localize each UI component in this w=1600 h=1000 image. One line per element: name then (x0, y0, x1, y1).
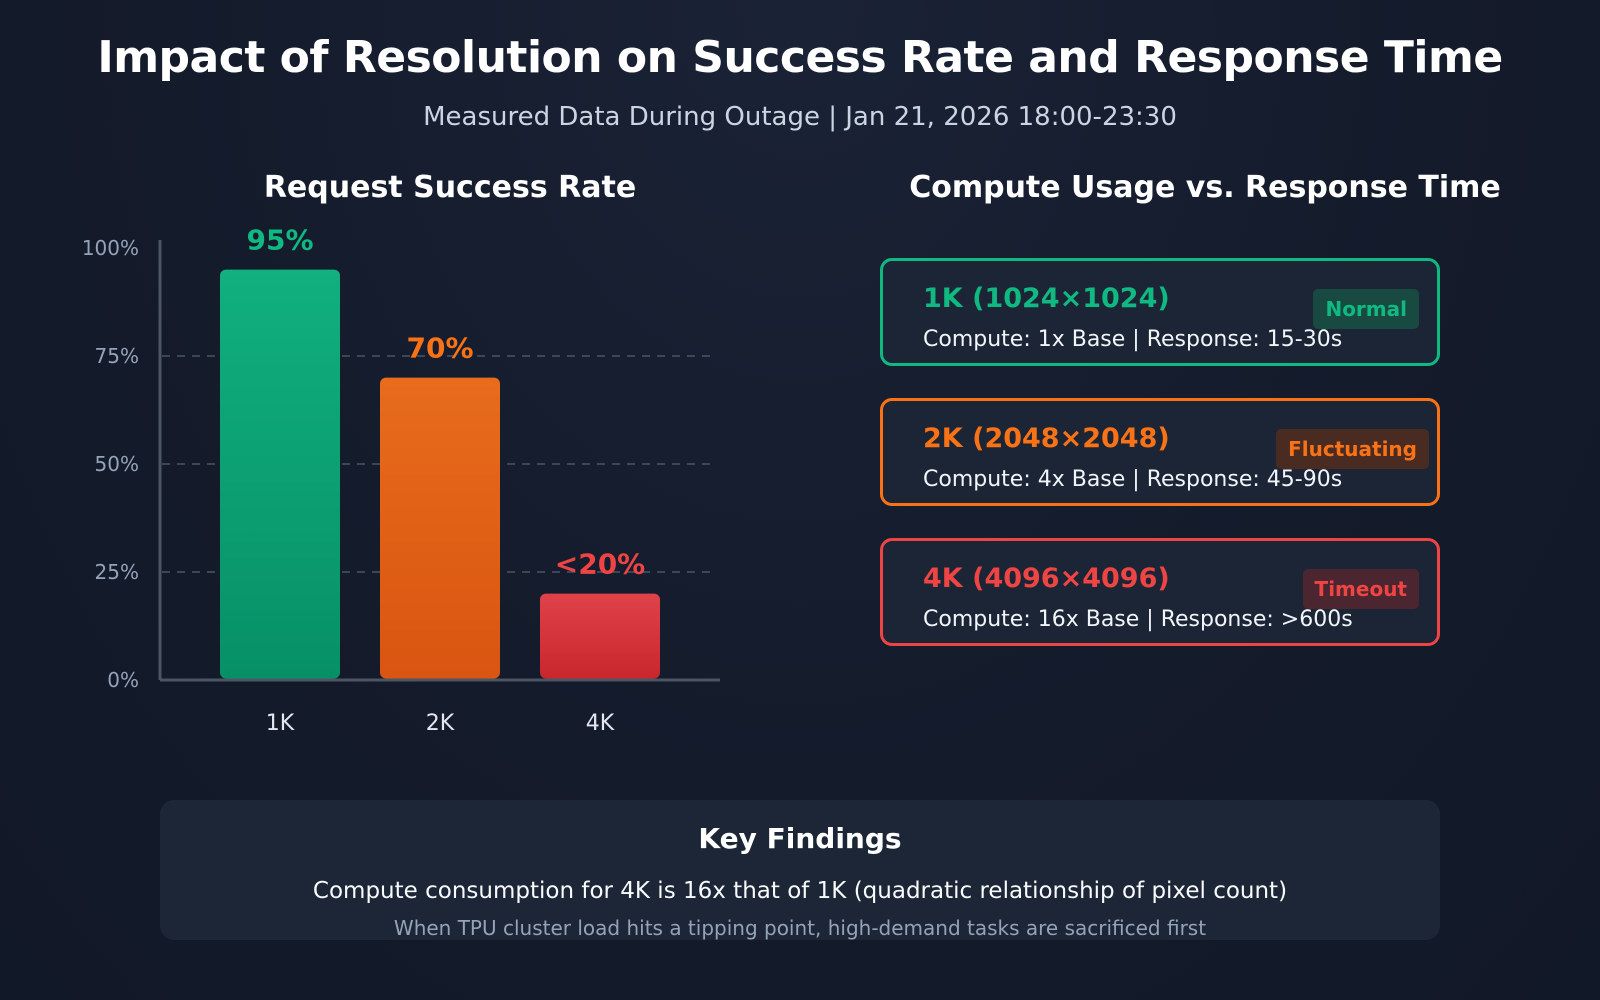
card-title-4k: 4K (4096×4096) (923, 563, 1170, 594)
key-findings-title: Key Findings (698, 822, 902, 855)
key-findings-main-text: Compute consumption for 4K is 16x that o… (312, 878, 1288, 904)
x-tick-label-4k: 4K (586, 711, 615, 736)
data-label-1k: 95% (246, 224, 313, 257)
card-detail-2k: Compute: 4x Base | Response: 45-90s (923, 467, 1343, 492)
status-badge-normal: Normal (1313, 289, 1419, 329)
page-title: Impact of Resolution on Success Rate and… (97, 32, 1503, 83)
compute-section-title: Compute Usage vs. Response Time (909, 170, 1501, 205)
key-findings-panel: Key Findings Compute consumption for 4K … (160, 800, 1440, 940)
data-label-2k: 70% (406, 332, 473, 365)
card-title-2k: 2K (2048×2048) (923, 423, 1170, 454)
bar-1k (220, 269, 340, 679)
y-tick-label: 100% (82, 236, 139, 260)
y-tick-label: 50% (95, 452, 139, 476)
page-subtitle: Measured Data During Outage | Jan 21, 20… (423, 102, 1177, 132)
key-findings-note: When TPU cluster load hits a tipping poi… (393, 916, 1207, 940)
card-title-1k: 1K (1024×1024) (923, 283, 1170, 314)
x-tick-label-1k: 1K (266, 711, 295, 736)
compute-card-4k: 4K (4096×4096) Compute: 16x Base | Respo… (880, 538, 1440, 646)
compute-card-1k: 1K (1024×1024) Compute: 1x Base | Respon… (880, 258, 1440, 366)
chart-title: Request Success Rate (263, 170, 637, 205)
y-tick-label: 75% (95, 344, 139, 368)
y-tick-label: 0% (107, 668, 139, 692)
bar-4k (540, 593, 660, 679)
data-label-4k: <20% (555, 548, 645, 581)
y-tick-label: 25% (95, 560, 139, 584)
card-detail-4k: Compute: 16x Base | Response: >600s (923, 607, 1353, 632)
status-badge-timeout: Timeout (1302, 569, 1419, 609)
x-tick-label-2k: 2K (426, 711, 455, 736)
compute-card-2k: 2K (2048×2048) Compute: 4x Base | Respon… (880, 398, 1440, 506)
status-badge-fluctuating: Fluctuating (1276, 429, 1429, 469)
card-detail-1k: Compute: 1x Base | Response: 15-30s (923, 327, 1343, 352)
bar-2k (380, 377, 500, 679)
